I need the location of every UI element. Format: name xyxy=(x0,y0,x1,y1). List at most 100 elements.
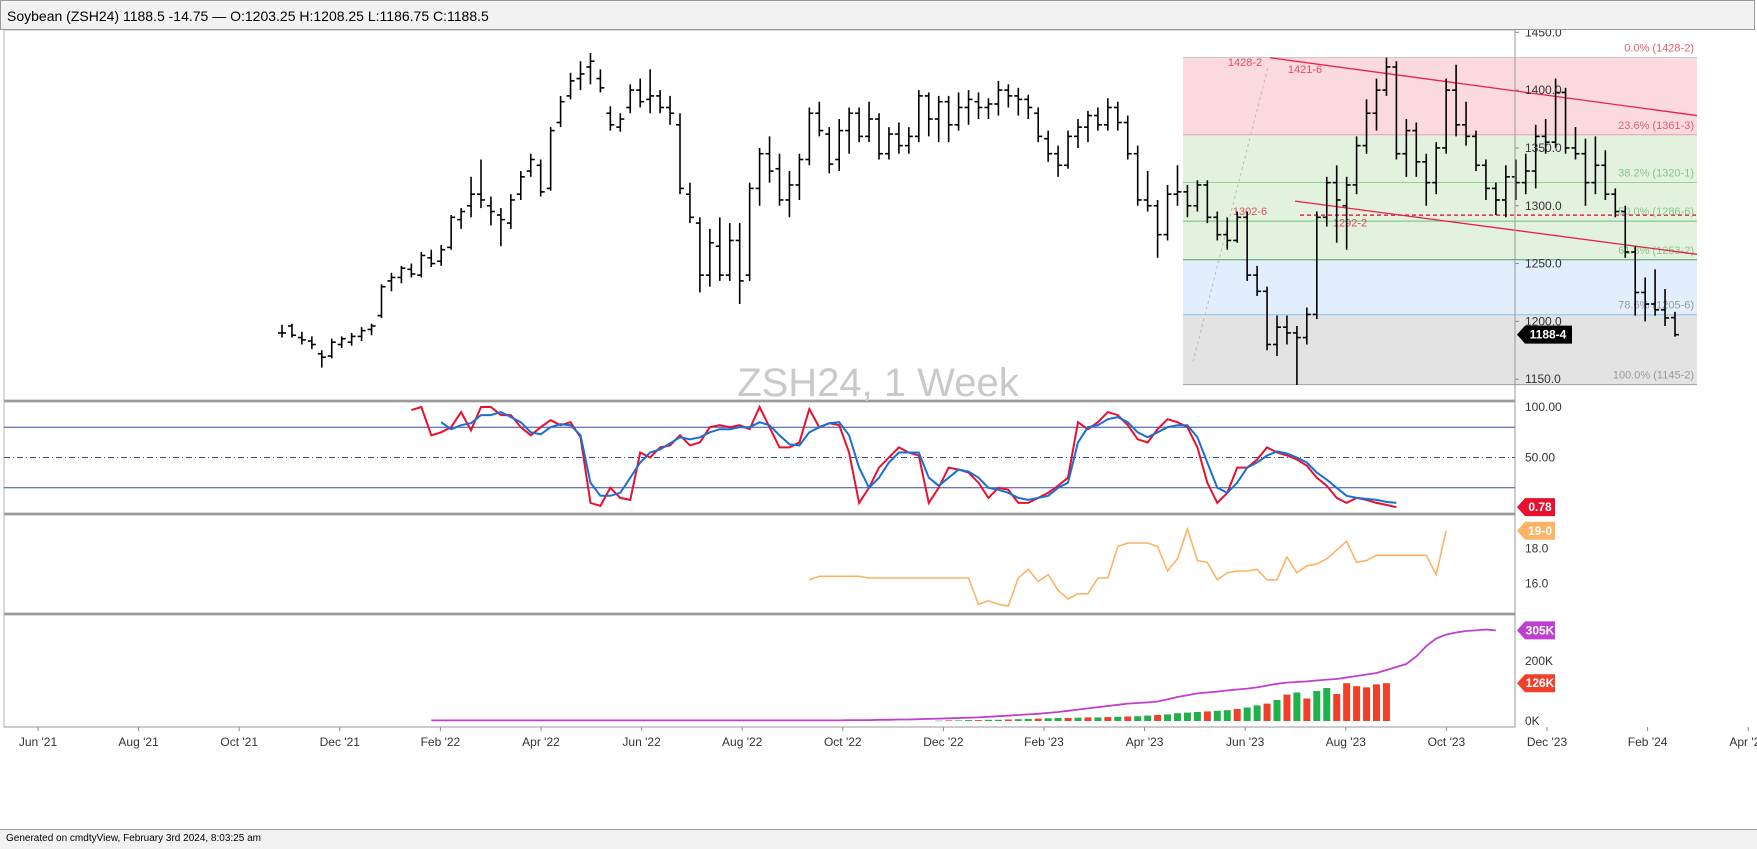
price-bar xyxy=(1263,286,1272,351)
price-bar xyxy=(566,72,575,100)
price-bar xyxy=(815,101,824,137)
volume-bar xyxy=(1014,719,1022,721)
price-bar xyxy=(506,194,515,229)
fib-level-label: 61.8% (1253-2) xyxy=(1618,245,1694,257)
price-bar xyxy=(1601,150,1610,200)
volume-bar xyxy=(1353,686,1361,721)
y-tick-label: 1350.0 xyxy=(1525,141,1562,155)
price-bar xyxy=(536,159,545,197)
fib-level-label: 78.6% (1205-6) xyxy=(1618,300,1694,312)
price-bar xyxy=(1641,277,1650,322)
price-bar xyxy=(924,92,933,137)
price-bar xyxy=(1621,205,1630,258)
price-bar xyxy=(307,336,316,350)
fib-level-label: 38.2% (1320-1) xyxy=(1618,168,1694,180)
price-bar xyxy=(586,53,595,85)
price-bar xyxy=(546,127,555,191)
price-bar xyxy=(417,252,426,278)
indicator-tick-label: 16.0 xyxy=(1525,576,1549,590)
stochastic-badge: 0.78 xyxy=(1517,498,1555,517)
price-annotation: 1428-2 xyxy=(1228,57,1262,69)
volume-bar xyxy=(984,719,992,721)
volume-bar xyxy=(945,720,953,721)
price-bar xyxy=(1093,107,1102,131)
price-bar xyxy=(735,223,744,305)
volume-bar xyxy=(1243,707,1251,721)
price-bar xyxy=(1392,61,1401,160)
volume-bar xyxy=(1382,683,1390,721)
fib-level-label: 23.6% (1361-3) xyxy=(1618,120,1694,132)
volume-bar xyxy=(1034,718,1042,721)
volume-bar xyxy=(1004,719,1012,721)
stochastic-d-line xyxy=(440,411,1397,504)
price-bar xyxy=(1342,176,1351,250)
volume-bar xyxy=(1124,716,1132,721)
price-bar xyxy=(904,127,913,154)
price-bar xyxy=(1253,265,1262,296)
x-tick-label: Jun '22 xyxy=(622,735,661,749)
price-bar xyxy=(347,332,356,346)
volume-bar xyxy=(965,720,973,721)
price-bar xyxy=(596,69,605,93)
price-bar xyxy=(1163,184,1172,241)
indicator-tick-label: 18.0 xyxy=(1525,541,1549,555)
volume-bar xyxy=(1183,712,1191,721)
price-bar xyxy=(556,95,565,128)
price-bar xyxy=(1292,326,1301,385)
volume-tick-label: 200K xyxy=(1525,654,1553,668)
price-bar xyxy=(914,90,923,143)
stochastic-tick-label: 100.00 xyxy=(1525,400,1562,414)
volume-tick-label: 0K xyxy=(1525,714,1540,728)
price-bar xyxy=(1054,145,1063,177)
volume-bar xyxy=(1363,687,1371,721)
volume-bar xyxy=(1144,715,1152,721)
price-bar xyxy=(845,107,854,154)
volume-bar xyxy=(1074,717,1082,721)
price-bar xyxy=(855,107,864,143)
price-bar xyxy=(1173,165,1182,206)
price-bar xyxy=(646,69,655,114)
price-bar xyxy=(1282,315,1291,345)
fib-level-label: 0.0% (1428-2) xyxy=(1624,42,1694,54)
price-bars xyxy=(278,53,1679,385)
volume-bar xyxy=(1114,716,1122,721)
x-tick-label: Oct '21 xyxy=(220,735,258,749)
price-bar xyxy=(1193,180,1202,212)
price-bar xyxy=(954,92,963,131)
price-bar xyxy=(1123,115,1132,160)
price-bar xyxy=(715,217,724,281)
price-bar xyxy=(1661,289,1670,326)
price-bar xyxy=(994,80,1003,116)
price-bar xyxy=(1362,99,1371,154)
price-bar xyxy=(1143,171,1152,212)
price-bar xyxy=(427,249,436,268)
open-interest-badge-label: 305K xyxy=(1526,623,1555,637)
price-bar xyxy=(1312,211,1321,320)
volume-bar xyxy=(1193,712,1201,721)
x-tick-label: Dec '22 xyxy=(923,735,964,749)
y-tick-label: 1400.0 xyxy=(1525,83,1562,97)
x-tick-label: Aug '23 xyxy=(1326,735,1367,749)
volume-badge-bg xyxy=(1517,674,1555,693)
chart-area[interactable]: 0.0% (1428-2) 23.6% (1361-3) 38.2% (1320-1… xyxy=(0,30,1757,829)
volume-badge-label: 126K xyxy=(1526,676,1555,690)
price-bar xyxy=(944,95,953,143)
stochastic-badge-label: 0.78 xyxy=(1528,500,1552,514)
price-bar xyxy=(516,171,525,200)
fib-retracement[interactable]: 0.0% (1428-2) 23.6% (1361-3) 38.2% (1320-1… xyxy=(1183,42,1698,386)
price-bar xyxy=(337,336,346,348)
price-bar xyxy=(1014,87,1023,116)
symbol-quote-text: Soybean (ZSH24) 1188.5 -14.75 — O:1203.2… xyxy=(7,8,489,24)
price-bar xyxy=(705,228,714,287)
open-interest-badge-bg xyxy=(1517,621,1555,640)
price-bar xyxy=(1044,130,1053,162)
price-bar xyxy=(1332,165,1341,243)
volume-bar xyxy=(1263,703,1271,721)
open-interest-badge: 305K xyxy=(1517,621,1555,640)
price-bar xyxy=(1004,84,1013,108)
fib-level-label: 50.0% (1286-6) xyxy=(1618,206,1694,218)
x-tick-label: Aug '22 xyxy=(722,735,763,749)
volume-bar xyxy=(1154,715,1162,721)
price-bar xyxy=(1561,87,1570,154)
price-bar xyxy=(1501,165,1510,218)
